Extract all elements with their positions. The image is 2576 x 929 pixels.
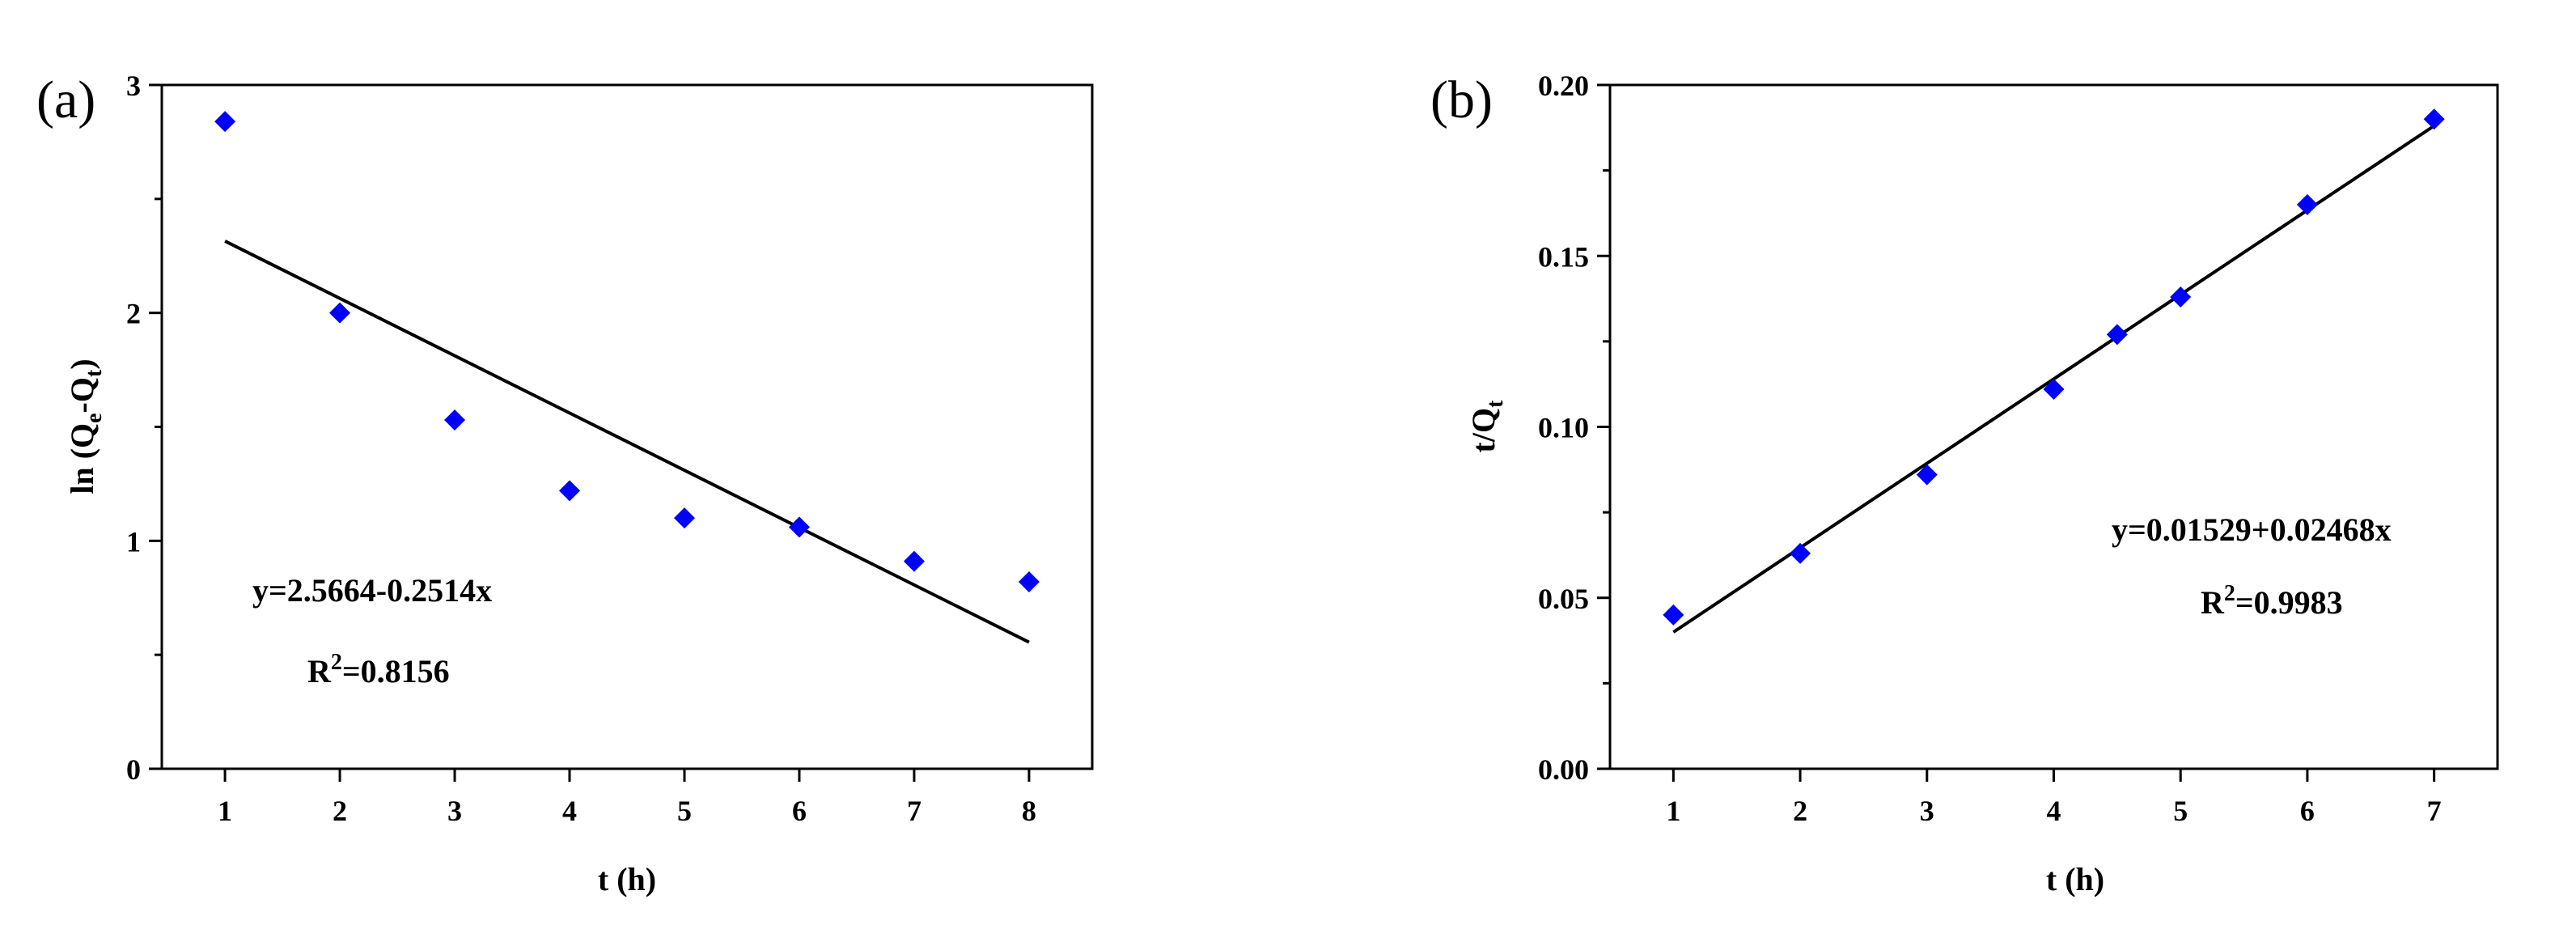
data-point: [1916, 464, 1938, 486]
panel-b-label: (b): [1430, 70, 1493, 129]
panel-a: (a) 1 2 3 4 5 6 7 8 0 1 2 3 t (h) ln (Qe-Qt) y=2.5…: [36, 70, 1094, 897]
y-tick-label: 0.15: [1538, 240, 1589, 273]
panel-a-x-axis-title: t (h): [598, 861, 656, 897]
y-tick-label: 3: [126, 70, 141, 102]
panel-b-y-axis-title-sub1: t: [1483, 400, 1508, 408]
data-point: [1663, 604, 1684, 626]
x-tick-label: 3: [447, 795, 462, 827]
y-tick-label: 2: [126, 298, 141, 330]
y-tick-label: 0.20: [1538, 70, 1589, 102]
y-tick-label: 0.00: [1538, 753, 1589, 786]
x-tick-label: 5: [2173, 795, 2188, 827]
panel-b-fit-equation: y=0.01529+0.02468x: [2112, 511, 2392, 548]
data-point: [673, 507, 695, 529]
panel-a-y-axis-title-sub2: t: [82, 369, 107, 377]
panel-a-fit-equation: y=2.5664-0.2514x: [252, 572, 492, 609]
panel-a-r-squared-prefix: R: [307, 653, 332, 689]
panel-a-y-ticks: 0 1 2 3: [126, 70, 162, 786]
panel-b-r-squared-value: =0.9983: [2235, 584, 2343, 621]
x-tick-label: 1: [218, 795, 232, 827]
panel-b-r-squared: R2=0.9983: [2201, 581, 2343, 621]
panel-b-x-ticks: 1 2 3 4 5 6 7: [1666, 769, 2442, 827]
data-point: [788, 516, 810, 538]
data-point: [2170, 286, 2192, 308]
panel-a-x-ticks: 1 2 3 4 5 6 7 8: [218, 769, 1036, 827]
data-point: [329, 302, 351, 324]
data-point: [2106, 324, 2128, 346]
panel-a-y-axis-title-main: ln (Q: [64, 423, 100, 494]
panel-b-y-axis-title: t/Qt: [1465, 400, 1508, 453]
x-tick-label: 8: [1022, 795, 1036, 827]
y-tick-label: 0.05: [1538, 583, 1589, 615]
data-point: [214, 111, 236, 133]
panel-b: (b) 1 2 3 4 5 6 7 0.00 0.05 0.10 0.15 0.20 t (h) t…: [1430, 70, 2499, 897]
data-point: [2043, 379, 2065, 401]
panel-a-r-squared-value: =0.8156: [342, 653, 450, 689]
panel-b-r-squared-prefix: R: [2201, 584, 2225, 621]
panel-b-x-axis-title: t (h): [2046, 861, 2104, 897]
panel-a-r-squared-sup: 2: [331, 650, 342, 675]
data-point: [2296, 193, 2318, 215]
panel-a-y-axis-title-sub1: e: [82, 413, 107, 422]
x-tick-label: 4: [2047, 795, 2061, 827]
panel-a-y-axis-title-mid: -Q: [64, 377, 100, 413]
x-tick-label: 2: [1793, 795, 1807, 827]
panel-b-frame: [1608, 83, 2499, 770]
panel-b-y-axis-title-main: t/Q: [1465, 408, 1502, 453]
panel-b-r-squared-sup: 2: [2224, 581, 2235, 606]
data-point: [559, 480, 581, 502]
data-point: [1790, 542, 1811, 564]
x-tick-label: 4: [562, 795, 577, 827]
panel-b-y-ticks: 0.00 0.05 0.10 0.15 0.20: [1538, 70, 1610, 786]
data-point: [903, 550, 925, 572]
data-point: [444, 409, 466, 431]
x-tick-label: 7: [907, 795, 922, 827]
x-tick-label: 2: [333, 795, 347, 827]
x-tick-label: 5: [677, 795, 692, 827]
y-tick-label: 1: [126, 525, 141, 558]
panel-a-fit-line: [224, 240, 1030, 644]
panel-a-points: [214, 111, 1040, 593]
y-tick-label: 0: [126, 753, 141, 786]
panel-a-y-axis-title-end: ): [64, 358, 100, 369]
x-tick-label: 6: [792, 795, 807, 827]
panel-a-frame: [160, 83, 1094, 770]
data-point: [2423, 108, 2445, 130]
panel-a-r-squared: R2=0.8156: [307, 650, 450, 689]
x-tick-label: 6: [2300, 795, 2315, 827]
y-tick-label: 0.10: [1538, 412, 1589, 444]
data-point: [1018, 571, 1040, 593]
x-tick-label: 1: [1666, 795, 1680, 827]
panel-a-label: (a): [36, 70, 95, 129]
x-tick-label: 3: [1920, 795, 1934, 827]
panel-a-y-axis-title: ln (Qe-Qt): [64, 358, 107, 494]
x-tick-label: 7: [2427, 795, 2442, 827]
panel-b-points: [1663, 108, 2445, 626]
